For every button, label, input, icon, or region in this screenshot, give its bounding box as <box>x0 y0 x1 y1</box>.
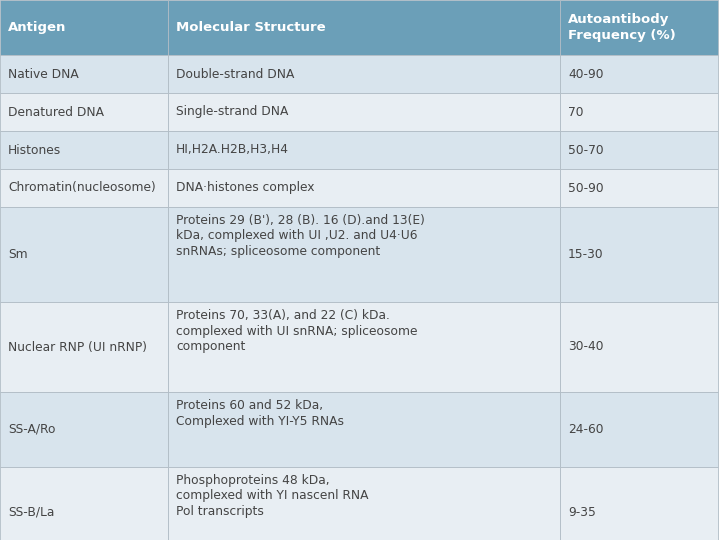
Bar <box>0 131 168 169</box>
Bar <box>0 207 168 302</box>
Text: 50-90: 50-90 <box>568 181 603 194</box>
Text: 50-70: 50-70 <box>568 144 603 157</box>
Bar <box>168 0 560 55</box>
Text: 9-35: 9-35 <box>568 505 596 518</box>
Text: SS-A/Ro: SS-A/Ro <box>8 423 55 436</box>
Text: 70: 70 <box>568 105 583 118</box>
Bar <box>168 302 560 392</box>
Text: Proteins 60 and 52 kDa,
Complexed with YI-Y5 RNAs: Proteins 60 and 52 kDa, Complexed with Y… <box>176 399 344 428</box>
Text: Nuclear RNP (UI nRNP): Nuclear RNP (UI nRNP) <box>8 341 147 354</box>
Text: Molecular Structure: Molecular Structure <box>176 21 325 34</box>
Text: 24-60: 24-60 <box>568 423 603 436</box>
Bar <box>0 392 168 467</box>
Bar <box>168 169 560 207</box>
Text: Sm: Sm <box>8 248 27 261</box>
Text: 15-30: 15-30 <box>568 248 603 261</box>
Text: Chromatin(nucleosome): Chromatin(nucleosome) <box>8 181 156 194</box>
Bar <box>168 467 560 540</box>
Text: Native DNA: Native DNA <box>8 68 78 80</box>
Bar <box>560 207 718 302</box>
Text: Denatured DNA: Denatured DNA <box>8 105 104 118</box>
Text: Single-strand DNA: Single-strand DNA <box>176 105 289 118</box>
Text: Double-strand DNA: Double-strand DNA <box>176 68 294 80</box>
Bar <box>0 55 168 93</box>
Text: Phosphoproteins 48 kDa,
complexed with YI nascenl RNA
Pol transcripts: Phosphoproteins 48 kDa, complexed with Y… <box>176 474 369 518</box>
Text: 40-90: 40-90 <box>568 68 603 80</box>
Text: DNA·histones complex: DNA·histones complex <box>176 181 315 194</box>
Bar <box>560 55 718 93</box>
Bar <box>168 392 560 467</box>
Text: 30-40: 30-40 <box>568 341 603 354</box>
Text: SS-B/La: SS-B/La <box>8 505 55 518</box>
Bar <box>560 0 718 55</box>
Bar <box>560 131 718 169</box>
Bar <box>0 93 168 131</box>
Text: Histones: Histones <box>8 144 61 157</box>
Bar <box>168 55 560 93</box>
Bar <box>0 467 168 540</box>
Bar <box>560 302 718 392</box>
Bar <box>560 392 718 467</box>
Bar <box>168 207 560 302</box>
Bar <box>168 93 560 131</box>
Text: Autoantibody
Frequency (%): Autoantibody Frequency (%) <box>568 14 676 42</box>
Bar <box>560 169 718 207</box>
Text: HI,H2A.H2B,H3,H4: HI,H2A.H2B,H3,H4 <box>176 144 289 157</box>
Bar <box>0 0 168 55</box>
Text: Antigen: Antigen <box>8 21 66 34</box>
Bar <box>168 131 560 169</box>
Text: Proteins 29 (B'), 28 (B). 16 (D).and 13(E)
kDa, complexed with UI ,U2. and U4·U6: Proteins 29 (B'), 28 (B). 16 (D).and 13(… <box>176 214 425 258</box>
Bar <box>0 302 168 392</box>
Bar <box>560 467 718 540</box>
Bar <box>0 169 168 207</box>
Bar <box>560 93 718 131</box>
Text: Proteins 70, 33(A), and 22 (C) kDa.
complexed with UI snRNA; spliceosome
compone: Proteins 70, 33(A), and 22 (C) kDa. comp… <box>176 309 418 353</box>
